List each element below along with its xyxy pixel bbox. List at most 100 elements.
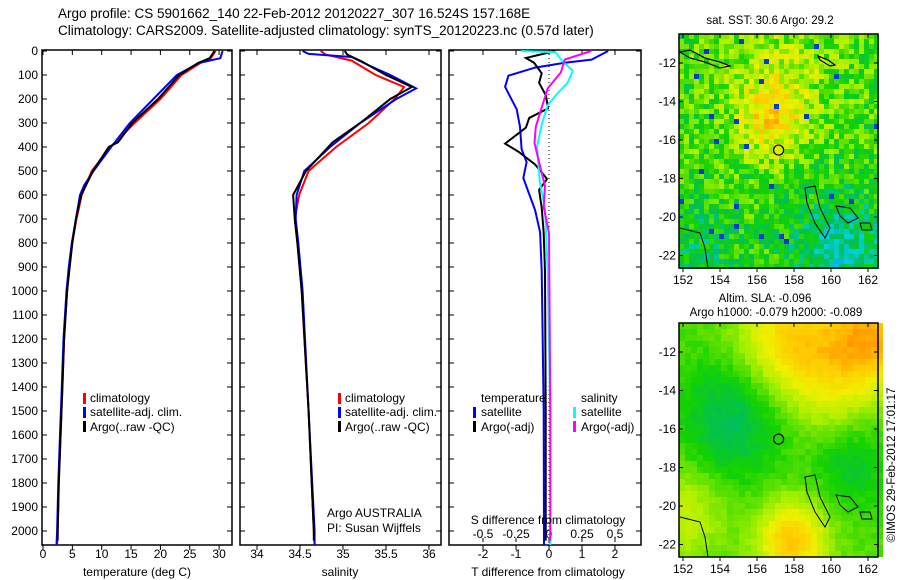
heatmap-cell xyxy=(774,194,779,199)
heatmap-cell xyxy=(799,114,804,119)
heatmap-cell xyxy=(719,104,724,109)
heatmap-cell xyxy=(703,359,709,365)
heatmap-cell xyxy=(849,254,854,259)
heatmap-cell xyxy=(759,199,764,204)
heatmap-cell xyxy=(691,455,697,461)
heatmap-cell xyxy=(689,34,694,39)
heatmap-cell xyxy=(805,329,811,335)
heatmap-cell xyxy=(799,419,805,425)
heatmap-cell xyxy=(874,49,879,54)
heatmap-cell xyxy=(811,473,817,479)
heatmap-cell xyxy=(709,79,714,84)
heatmap-cell xyxy=(865,521,871,527)
heatmap-cell xyxy=(774,54,779,59)
heatmap-cell xyxy=(789,139,794,144)
heatmap-cell xyxy=(715,353,721,359)
heatmap-cell xyxy=(869,34,874,39)
heatmap-cell xyxy=(709,174,714,179)
heatmap-cell xyxy=(794,164,799,169)
heatmap-cell xyxy=(841,533,847,539)
heatmap-cell xyxy=(823,443,829,449)
heatmap-cell xyxy=(809,189,814,194)
heatmap-cell xyxy=(745,335,751,341)
heatmap-cell xyxy=(724,114,729,119)
heatmap-cell xyxy=(874,194,879,199)
heatmap-cell xyxy=(727,545,733,551)
heatmap-cell xyxy=(871,485,877,491)
heatmap-cell xyxy=(774,144,779,149)
heatmap-cell xyxy=(744,34,749,39)
heatmap-cell xyxy=(804,49,809,54)
heatmap-cell xyxy=(779,249,784,254)
heatmap-cell xyxy=(859,49,864,54)
heatmap-cell xyxy=(781,443,787,449)
heatmap-cell xyxy=(769,149,774,154)
heatmap-cell xyxy=(749,119,754,124)
heatmap-cell xyxy=(781,425,787,431)
heatmap-cell xyxy=(679,194,684,199)
heatmap-cell xyxy=(779,49,784,54)
heatmap-cell xyxy=(751,353,757,359)
heatmap-cell xyxy=(703,467,709,473)
heatmap-cell xyxy=(829,219,834,224)
heatmap-cell xyxy=(869,254,874,259)
heatmap-cell xyxy=(709,509,715,515)
heatmap-cell xyxy=(779,69,784,74)
heatmap-cell xyxy=(839,239,844,244)
y-tick-label: 800 xyxy=(18,236,38,250)
heatmap-cell xyxy=(754,234,759,239)
heatmap-cell xyxy=(715,467,721,473)
heatmap-cell xyxy=(824,104,829,109)
heatmap-cell xyxy=(864,264,869,269)
heatmap-cell xyxy=(724,44,729,49)
heatmap-cell xyxy=(694,114,699,119)
heatmap-cell xyxy=(819,69,824,74)
heatmap-cell xyxy=(764,199,769,204)
heatmap-cell xyxy=(727,497,733,503)
heatmap-cell xyxy=(697,467,703,473)
heatmap-cell xyxy=(859,389,865,395)
heatmap-cell xyxy=(715,545,721,551)
heatmap-cell xyxy=(694,169,699,174)
heatmap-cell xyxy=(745,533,751,539)
heatmap-cell xyxy=(679,329,685,335)
heatmap-cell xyxy=(684,89,689,94)
heatmap-cell xyxy=(684,194,689,199)
heatmap-cell xyxy=(679,383,685,389)
heatmap-cell xyxy=(689,84,694,89)
heatmap-cell xyxy=(874,54,879,59)
heatmap-cell xyxy=(684,169,689,174)
heatmap-cell xyxy=(819,264,824,269)
heatmap-cell xyxy=(709,461,715,467)
heatmap-cell xyxy=(829,59,834,64)
heatmap-cell xyxy=(769,199,774,204)
heatmap-cell xyxy=(823,491,829,497)
heatmap-cell xyxy=(679,124,684,129)
heatmap-cell xyxy=(835,323,841,329)
heatmap-cell xyxy=(874,204,879,209)
heatmap-cell xyxy=(804,169,809,174)
heatmap-cell xyxy=(859,371,865,377)
heatmap-cell xyxy=(794,89,799,94)
heatmap-cell xyxy=(764,169,769,174)
y-tick-label: 1100 xyxy=(12,308,38,322)
heatmap-cell xyxy=(794,64,799,69)
heatmap-cell xyxy=(805,401,811,407)
heatmap-cell xyxy=(729,204,734,209)
heatmap-cell xyxy=(841,491,847,497)
heatmap-cell xyxy=(691,347,697,353)
heatmap-cell xyxy=(853,413,859,419)
heatmap-cell xyxy=(799,164,804,169)
heatmap-cell xyxy=(799,239,804,244)
heatmap-cell xyxy=(823,395,829,401)
heatmap-cell xyxy=(715,521,721,527)
sla-map-panel: 152 154 156 158 160 162-12-14-16-18-20-22 xyxy=(659,49,883,576)
heatmap-cell xyxy=(757,503,763,509)
heatmap-cell xyxy=(784,159,789,164)
x2-tick-label: 0.5 xyxy=(607,527,624,541)
heatmap-cell xyxy=(824,174,829,179)
heatmap-cell xyxy=(839,169,844,174)
heatmap-cell xyxy=(793,365,799,371)
heatmap-cell xyxy=(774,119,779,124)
heatmap-cell xyxy=(764,164,769,169)
